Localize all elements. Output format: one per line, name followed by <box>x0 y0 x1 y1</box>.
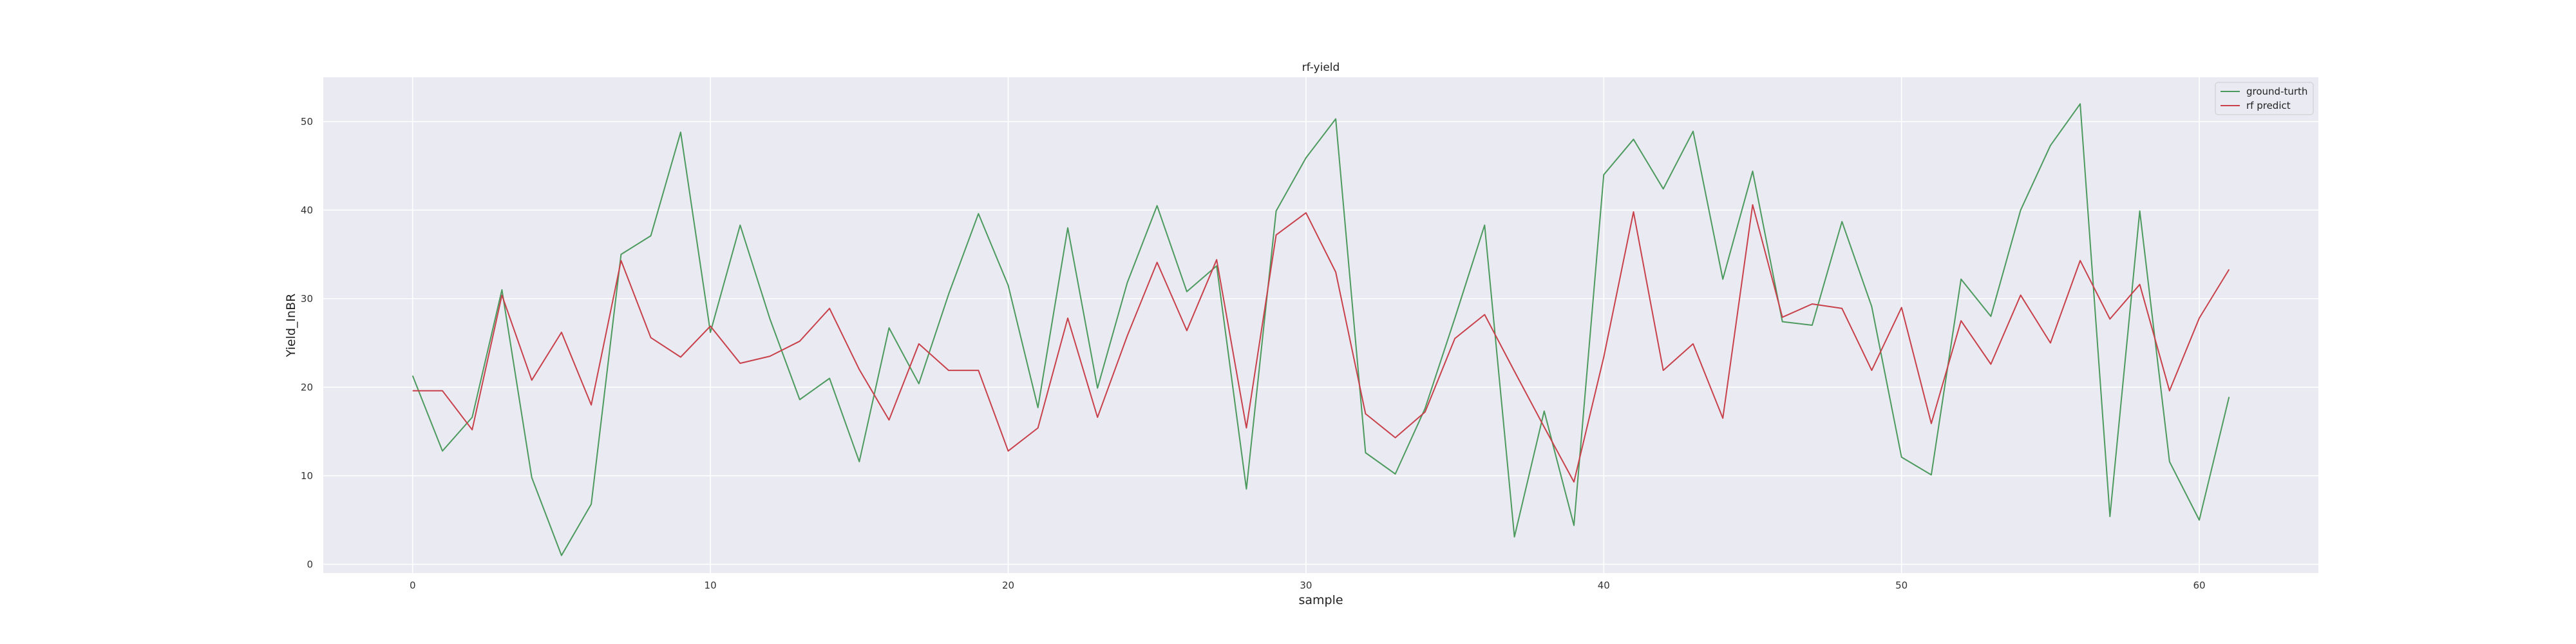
grid <box>323 77 2318 573</box>
y-tick-label: 40 <box>301 204 313 216</box>
y-tick-label: 0 <box>307 558 313 570</box>
series-line-ground-turth <box>412 103 2230 556</box>
legend: ground-turth rf predict <box>2215 82 2314 115</box>
y-axis-label: Yield_InBR <box>284 294 298 358</box>
plot-area <box>323 77 2318 573</box>
x-tick-label: 20 <box>1002 580 1014 591</box>
y-tick-label: 50 <box>301 116 313 128</box>
series-layer <box>412 103 2230 556</box>
x-tick-label: 30 <box>1300 580 1312 591</box>
ticks: 0 10 20 30 40 50 60 0 10 20 30 40 50 <box>301 116 2206 591</box>
legend-box <box>2215 82 2314 115</box>
legend-label-ground-turth: ground-turth <box>2246 86 2307 97</box>
legend-label-rf-predict: rf predict <box>2246 100 2291 111</box>
series-line-rf-predict <box>412 204 2230 483</box>
chart-title: rf-yield <box>1302 61 1340 74</box>
y-tick-label: 10 <box>301 470 313 482</box>
x-tick-label: 40 <box>1598 580 1610 591</box>
x-tick-label: 50 <box>1895 580 1908 591</box>
x-tick-label: 60 <box>2193 580 2205 591</box>
x-axis-label: sample <box>1298 593 1343 607</box>
x-tick-label: 0 <box>410 580 416 591</box>
x-tick-label: 10 <box>705 580 717 591</box>
y-tick-label: 20 <box>301 381 313 393</box>
y-tick-label: 30 <box>301 293 313 305</box>
